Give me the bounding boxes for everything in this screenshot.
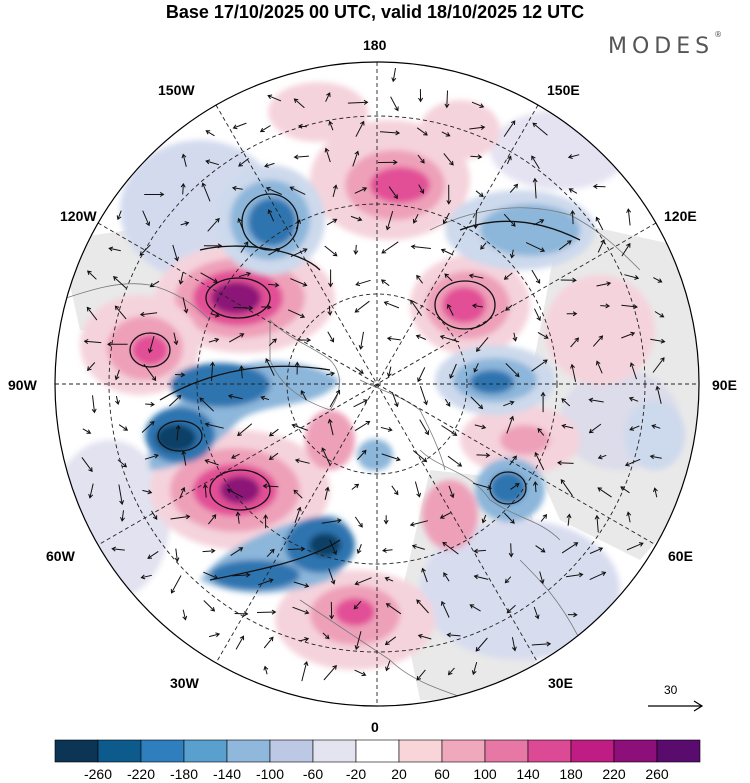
colorbar-tick-label: 260 [635, 766, 679, 782]
field-blob [490, 110, 630, 190]
colorbar-tick-label: 100 [463, 766, 507, 782]
colorbar-swatch [313, 740, 356, 762]
lon-label-120e: 120E [664, 208, 697, 224]
colorbar-swatch [485, 740, 528, 762]
colorbar-tick-label: -260 [76, 766, 120, 782]
lon-label-90w: 90W [8, 377, 37, 393]
colorbar-swatch [356, 740, 399, 762]
colorbar-tick-label: 220 [592, 766, 636, 782]
lon-label-0: 0 [371, 719, 379, 735]
lon-label-120w: 120W [60, 208, 97, 224]
colorbar-swatch [270, 740, 313, 762]
colorbar-tick-label: -220 [119, 766, 163, 782]
colorbar-swatch [399, 740, 442, 762]
colorbar-swatch [442, 740, 485, 762]
colorbar-swatch [528, 740, 571, 762]
colorbar-tick-label: -180 [162, 766, 206, 782]
lon-label-150e: 150E [547, 82, 580, 98]
colorbar-swatch [55, 740, 98, 762]
colorbar-tick-label: 20 [377, 766, 421, 782]
lon-label-60e: 60E [668, 548, 693, 564]
field-blob [500, 425, 550, 455]
colorbar [55, 740, 700, 762]
polar-map [0, 0, 750, 783]
lon-label-150w: 150W [158, 82, 195, 98]
lon-label-90e: 90E [712, 377, 737, 393]
field-blob [370, 167, 430, 203]
colorbar-swatch [571, 740, 614, 762]
field-layer [40, 50, 720, 730]
field-blob [170, 363, 270, 407]
wind-reference-arrow [648, 701, 702, 711]
colorbar-swatch [98, 740, 141, 762]
field-blob [210, 560, 300, 590]
colorbar-swatch [141, 740, 184, 762]
colorbar-tick-label: -100 [248, 766, 292, 782]
colorbar-tick-label: 60 [420, 766, 464, 782]
colorbar-swatch [227, 740, 270, 762]
colorbar-tick-label: -20 [334, 766, 378, 782]
field-blob [335, 598, 375, 626]
colorbar-tick-label: -140 [205, 766, 249, 782]
colorbar-swatch [657, 740, 700, 762]
field-blob [422, 480, 478, 550]
colorbar-tick-label: 140 [506, 766, 550, 782]
lon-label-180: 180 [363, 37, 386, 53]
field-blob [268, 82, 368, 142]
field-blob [248, 198, 296, 246]
lon-label-30w: 30W [170, 675, 199, 691]
lon-label-60w: 60W [46, 548, 75, 564]
field-blob [625, 400, 685, 470]
wind-reference-value: 30 [664, 683, 677, 697]
colorbar-swatch [614, 740, 657, 762]
field-blob [357, 439, 393, 471]
field-blob [470, 370, 514, 394]
colorbar-tick-label: -60 [291, 766, 335, 782]
colorbar-tick-label: 180 [549, 766, 593, 782]
field-blob [420, 100, 500, 160]
field-blob [220, 476, 260, 504]
lon-label-30e: 30E [548, 675, 573, 691]
colorbar-swatch [184, 740, 227, 762]
